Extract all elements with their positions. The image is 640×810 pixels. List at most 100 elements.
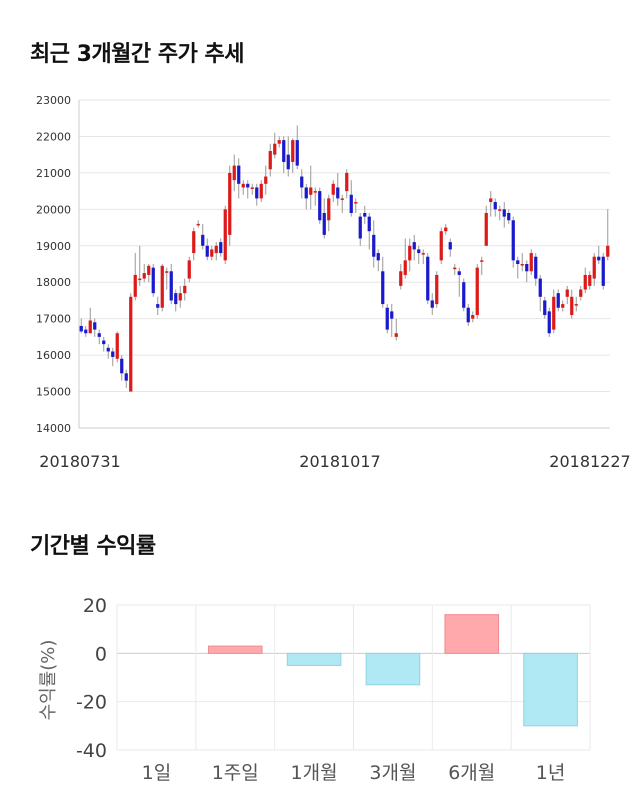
candle-body [457,271,461,275]
candle-body [606,245,610,257]
candle-body [574,304,578,306]
candle-body [93,322,97,330]
candle-body [133,274,137,297]
candle-body [363,212,367,217]
candle-body [282,140,286,162]
candle-body [120,358,124,374]
return-bar [286,652,342,666]
candle-body [178,293,182,301]
candle-body [79,325,83,332]
candle-body [435,274,439,305]
candle-body [583,274,587,290]
candle-body [376,253,380,261]
candle-body [597,256,601,261]
candle-body [547,311,551,334]
candle-body [169,271,173,301]
return-bar [207,645,263,654]
candle-body [345,172,349,192]
candle-body [201,234,205,246]
bar-y-tick-label: -20 [76,692,107,714]
candle-y-tick-label: 17000 [36,313,71,326]
candle-x-tick-label: 20180731 [39,452,120,471]
candle-body [372,234,376,257]
candle-body [489,198,493,203]
candle-body [448,242,452,250]
candle-body [115,333,119,359]
candle-body [552,296,556,330]
candle-y-tick-label: 22000 [36,130,71,143]
candle-body [273,143,277,155]
return-bar [444,614,500,654]
bar-x-tick-label: 1년 [536,762,566,784]
candle-body [327,198,331,221]
candle-body [439,231,443,261]
candle-body [313,191,317,193]
candle-body [399,271,403,286]
candle-body [565,289,569,297]
bar-y-tick-label: 0 [95,643,107,665]
candle-body [462,282,466,308]
candle-body [106,347,110,352]
candle-body [538,278,542,297]
candle-body [97,333,101,337]
candle-body [534,256,538,279]
candle-body [183,285,187,294]
candle-body [151,267,155,294]
candle-y-tick-label: 19000 [36,240,71,253]
candle-body [354,202,358,204]
candle-body [156,304,160,308]
candle-body [394,333,398,337]
candle-body [579,289,583,297]
candle-body [601,256,605,286]
candle-body [493,202,497,210]
candle-x-tick-label: 20181017 [299,452,380,471]
candle-body [444,227,448,232]
candle-body [556,293,560,308]
candle-y-tick-label: 16000 [36,349,71,362]
candle-body [277,140,281,144]
candle-body [385,307,389,330]
candle-body [417,249,421,254]
candle-y-tick-label: 14000 [36,422,71,435]
returns-title: 기간별 수익률 [30,534,156,559]
candle-body [426,256,430,301]
candle-body [516,260,520,264]
candle-body [160,265,164,308]
candle-body [228,172,232,235]
candle-body [219,242,223,254]
candle-body [84,329,88,334]
candle-body [358,216,362,239]
bar-x-tick-label: 1개월 [291,762,338,784]
candle-body [138,278,142,281]
candle-body [498,209,502,211]
candle-body [543,300,547,316]
candle-x-tick-label: 20181227 [549,452,630,471]
candle-body [196,223,200,226]
candle-body [165,271,169,273]
candle-body [129,296,133,392]
candle-body [367,216,371,232]
candle-body [390,311,394,319]
candle-body [205,245,209,257]
candle-body [142,273,146,279]
candle-body [502,209,506,217]
candle-body [529,253,533,272]
candle-y-ticks: 23000 22000 21000 20000 19000 18000 17000 16000… [36,94,71,435]
candle-body [336,187,340,199]
return-bar [365,652,421,686]
bar-y-tick-label: 20 [83,595,107,617]
candle-y-tick-label: 21000 [36,167,71,180]
candle-body [147,265,151,275]
candle-body [232,165,236,181]
bar-y-ticks: 20 0 -20 -40 [76,595,107,762]
candle-body [403,260,407,275]
candle-body [430,300,434,308]
bar-y-tick-label: -40 [76,740,107,762]
bar-x-tick-label: 3개월 [369,762,416,784]
bar-x-tick-label: 6개월 [448,762,495,784]
candle-body [174,293,178,305]
candle-y-tick-label: 18000 [36,276,71,289]
candle-body [102,340,106,345]
candles [79,125,610,392]
candle-body [561,304,565,308]
